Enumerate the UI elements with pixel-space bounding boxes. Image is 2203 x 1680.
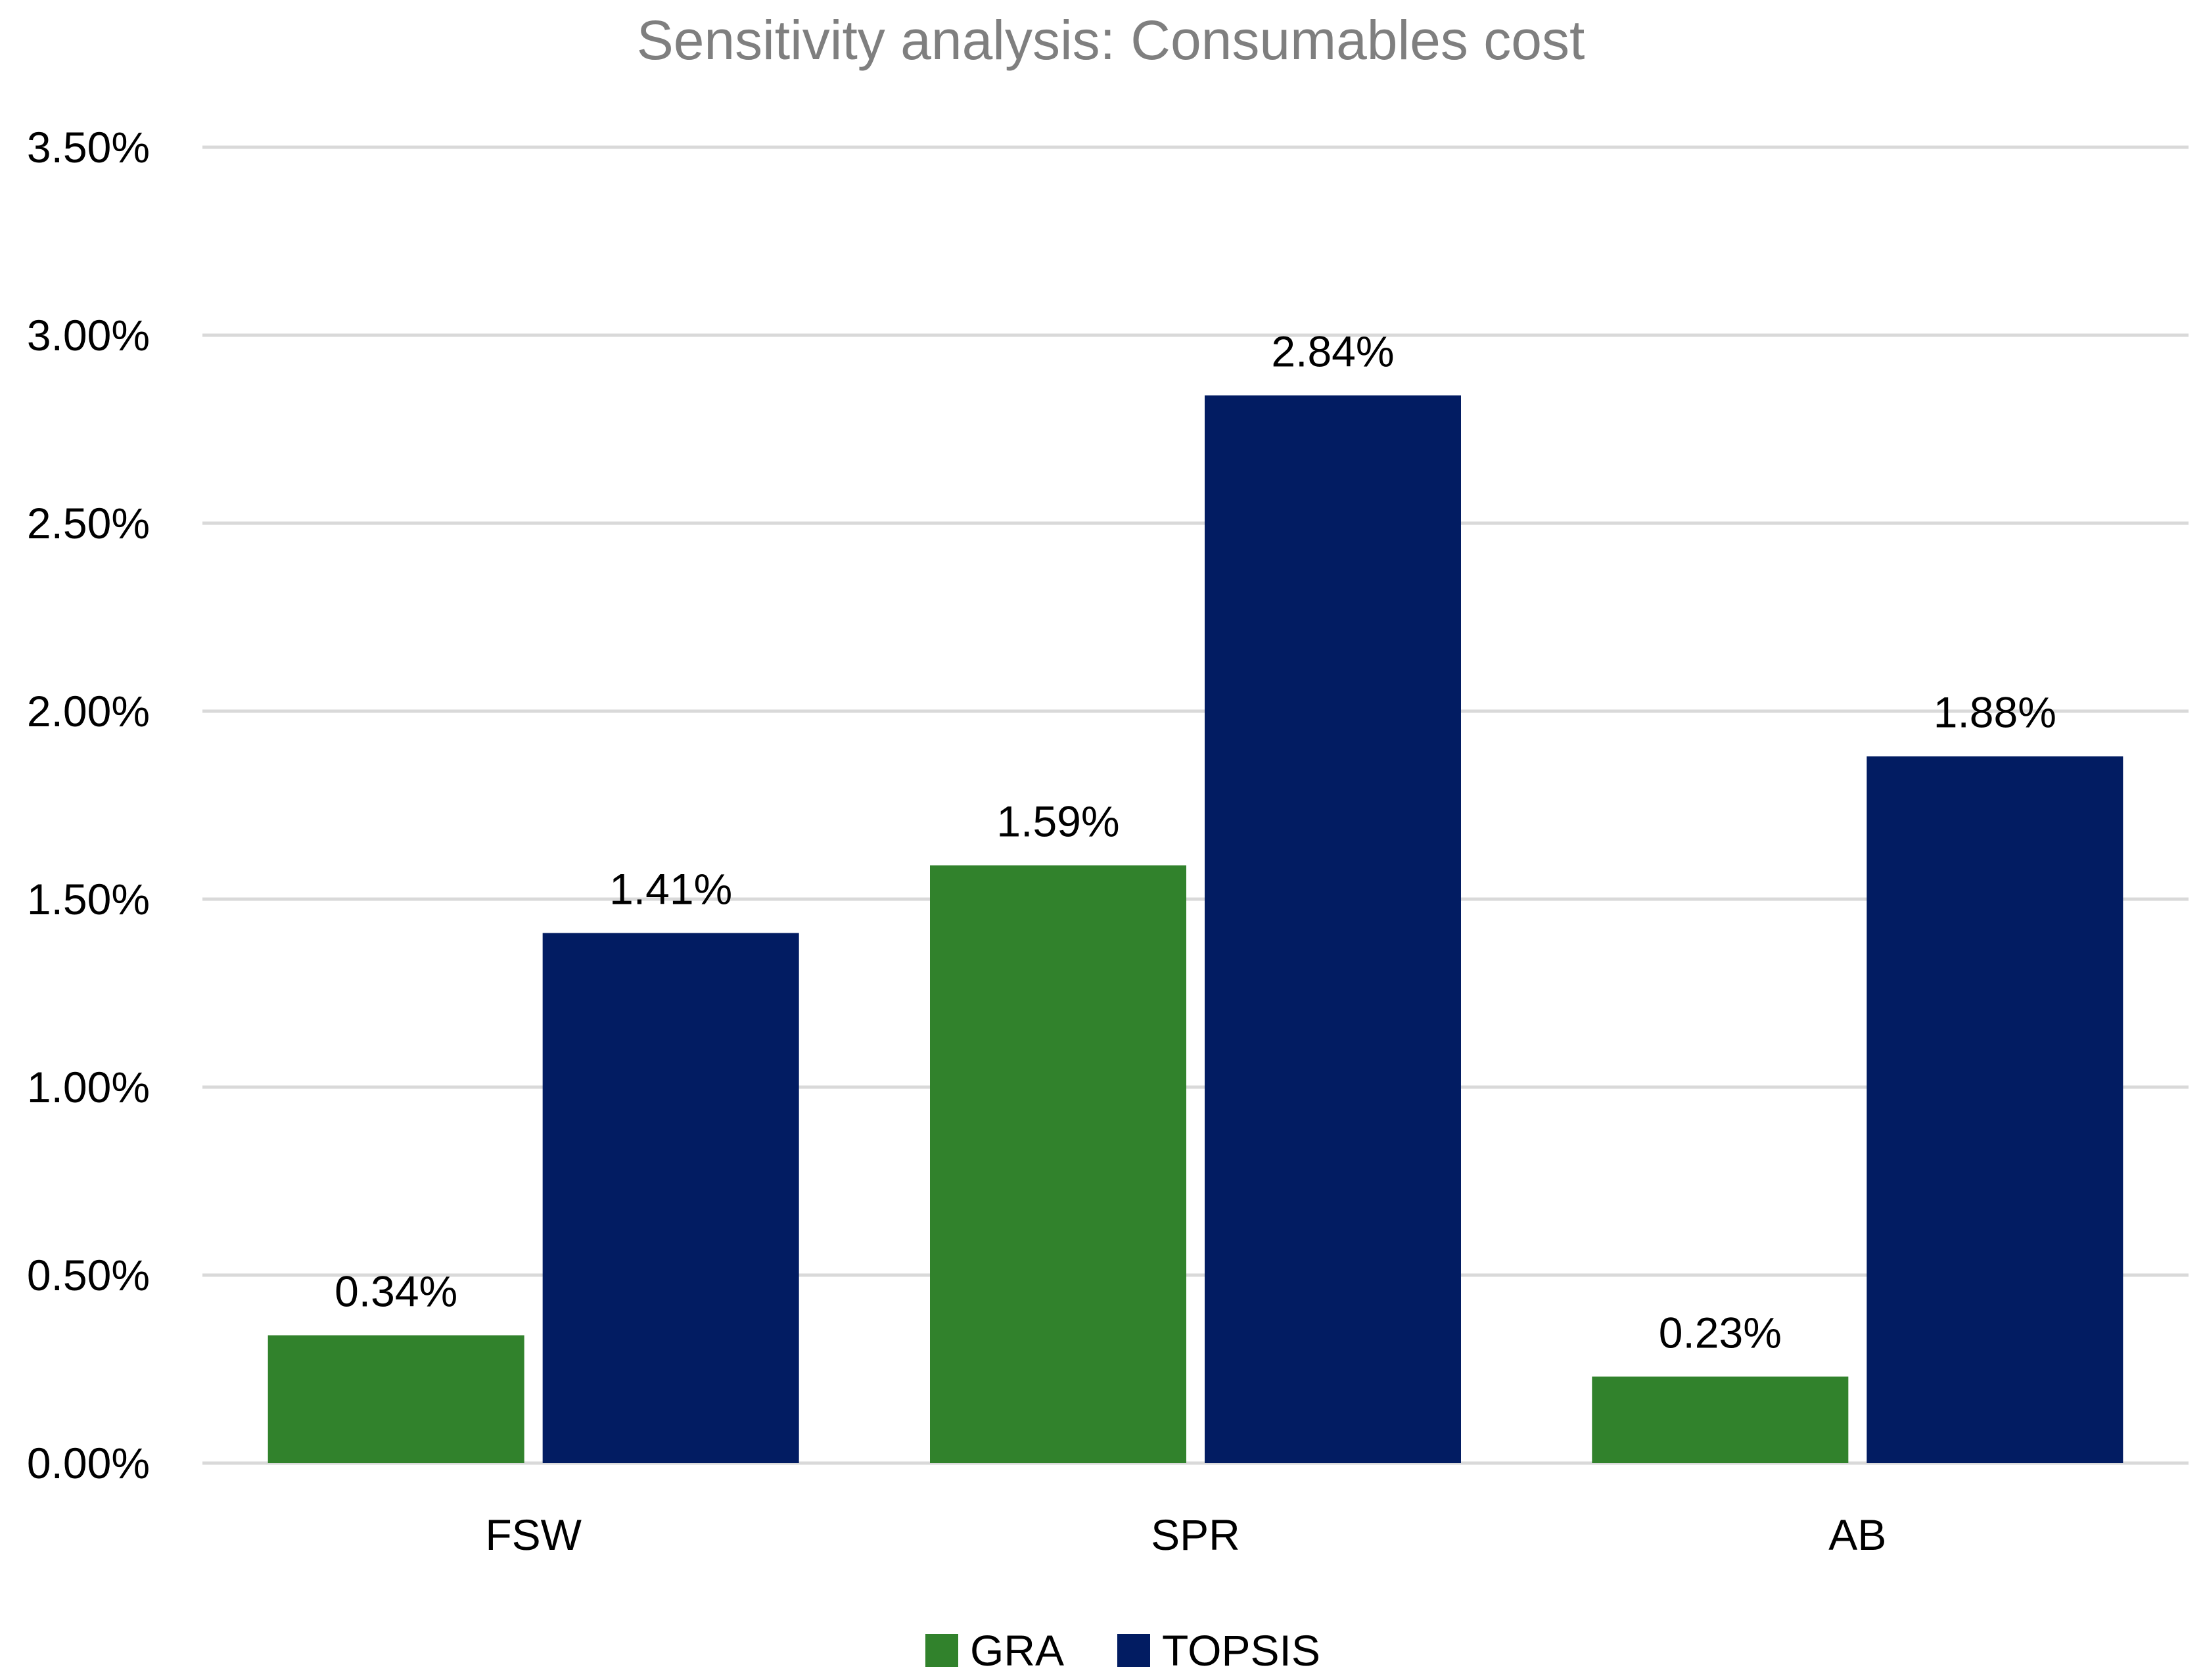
x-category-label-fsw: FSW bbox=[485, 1510, 582, 1559]
y-tick-label: 2.50% bbox=[27, 499, 150, 548]
y-tick-label: 0.00% bbox=[27, 1439, 150, 1487]
y-axis-ticks: 0.00% 0.50% 1.00% 1.50% 2.00% 2.50% 3.00% 3.50% bbox=[27, 123, 150, 1487]
data-label-gra-spr: 1.59% bbox=[996, 797, 1119, 846]
data-labels: 0.34% 1.41% 1.59% 2.84% 0.23% 1.88% bbox=[335, 327, 2056, 1357]
bars bbox=[267, 395, 2123, 1463]
data-label-topsis-fsw: 1.41% bbox=[609, 864, 732, 913]
bar-gra-ab bbox=[1592, 1376, 1849, 1463]
y-tick-label: 1.50% bbox=[27, 875, 150, 923]
legend-label-gra: GRA bbox=[970, 1626, 1064, 1675]
chart-title: Sensitivity analysis: Consumables cost bbox=[637, 9, 1585, 71]
y-tick-label: 3.00% bbox=[27, 311, 150, 360]
legend-swatch-gra bbox=[925, 1634, 958, 1667]
data-label-topsis-spr: 2.84% bbox=[1271, 327, 1394, 376]
gridlines bbox=[202, 145, 2189, 1465]
legend-label-topsis: TOPSIS bbox=[1162, 1626, 1320, 1675]
bar-topsis-ab bbox=[1867, 756, 2123, 1463]
bar-topsis-spr bbox=[1205, 395, 1461, 1463]
data-label-gra-ab: 0.23% bbox=[1659, 1308, 1782, 1357]
y-tick-label: 0.50% bbox=[27, 1251, 150, 1299]
data-label-gra-fsw: 0.34% bbox=[335, 1267, 457, 1316]
legend: GRA TOPSIS bbox=[925, 1626, 1320, 1675]
x-category-label-ab: AB bbox=[1828, 1510, 1886, 1559]
x-axis-categories: FSW SPR AB bbox=[485, 1510, 1886, 1559]
y-tick-label: 3.50% bbox=[27, 123, 150, 172]
y-tick-label: 1.00% bbox=[27, 1063, 150, 1111]
bar-gra-fsw bbox=[267, 1335, 524, 1463]
x-category-label-spr: SPR bbox=[1151, 1510, 1240, 1559]
bar-gra-spr bbox=[930, 865, 1186, 1463]
legend-swatch-topsis bbox=[1117, 1634, 1150, 1667]
data-label-topsis-ab: 1.88% bbox=[1934, 688, 2056, 737]
y-tick-label: 2.00% bbox=[27, 687, 150, 735]
bar-topsis-fsw bbox=[542, 933, 799, 1463]
